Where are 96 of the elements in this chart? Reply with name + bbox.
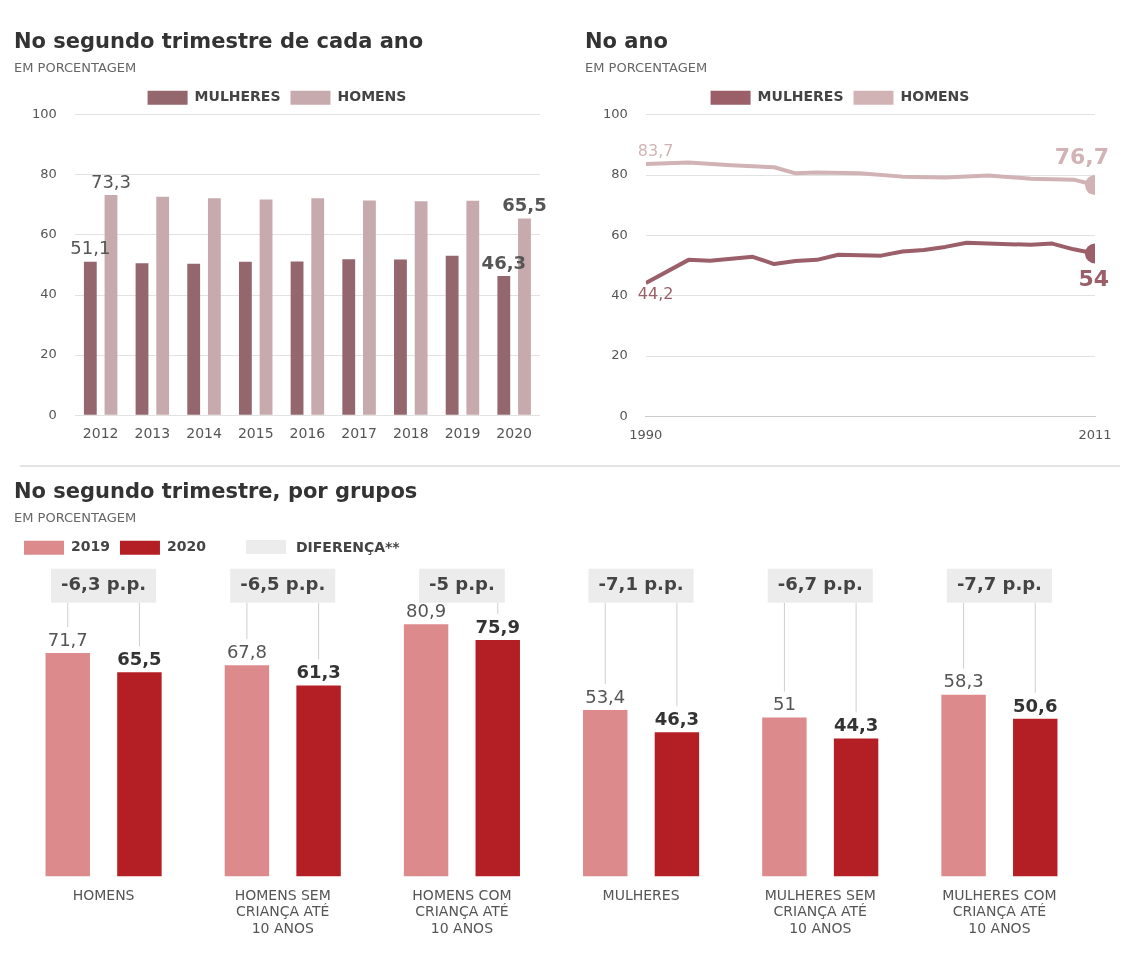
chart-subtitle: EM PORCENTAGEM — [14, 510, 137, 526]
legend-label: HOMENS — [337, 88, 407, 105]
y-tick-label: 20 — [40, 346, 57, 362]
data-label: 76,7 — [1054, 143, 1109, 169]
x-tick-label: 2011 — [1078, 426, 1112, 442]
text: DIFERENÇA** — [295, 538, 400, 555]
text: -6,5 p.p. — [240, 573, 326, 595]
bar — [1013, 718, 1058, 877]
text: -5 p.p. — [429, 573, 495, 595]
data-label: 53,4 — [585, 685, 626, 707]
bar — [311, 198, 325, 415]
bar — [187, 263, 201, 415]
chart-title: No segundo trimestre, por grupos — [14, 479, 418, 504]
chart-title: No ano — [585, 29, 668, 54]
legend-label: MULHERES — [194, 88, 281, 105]
x-tick-label: MULHERES — [602, 886, 680, 903]
bar — [445, 255, 459, 415]
bar — [290, 261, 304, 415]
y-tick-label: 40 — [611, 287, 628, 303]
data-label: 50,6 — [1013, 694, 1058, 716]
x-tick-label: HOMENS — [72, 886, 135, 903]
data-label: 65,5 — [117, 648, 162, 670]
bar — [583, 710, 628, 877]
x-tick-label: MULHERES SEM CRIANÇA ATÉ 10 ANOS — [764, 886, 876, 937]
data-label: 44,3 — [833, 714, 879, 736]
legend-label: MULHERES — [757, 88, 844, 105]
y-tick-label: 80 — [611, 166, 628, 182]
bar — [45, 653, 90, 877]
bar — [497, 276, 511, 415]
y-tick-label: 40 — [40, 286, 57, 302]
text: -6,3 p.p. — [61, 573, 147, 595]
x-tick-label: 2016 — [289, 425, 326, 442]
x-tick-label: 2015 — [237, 425, 274, 442]
bar — [156, 196, 170, 415]
y-tick-label: 0 — [619, 407, 628, 423]
text: -7,7 p.p. — [956, 573, 1042, 595]
x-tick-label: 2020 — [496, 425, 532, 442]
chart-subtitle: EM PORCENTAGEM — [14, 60, 137, 76]
bar — [414, 201, 428, 415]
bar — [394, 259, 407, 415]
bar — [207, 198, 221, 415]
data-label: 46,3 — [481, 251, 527, 273]
bar — [475, 639, 520, 877]
x-tick-label: HOMENS COM CRIANÇA ATÉ 10 ANOS — [412, 886, 512, 937]
y-tick-label: 60 — [611, 226, 628, 242]
y-tick-label: 60 — [40, 226, 57, 242]
bar — [83, 261, 97, 415]
data-label: 75,9 — [475, 615, 520, 637]
data-label: 51,1 — [70, 237, 111, 259]
chart-subtitle: EM PORCENTAGEM — [585, 60, 708, 76]
data-label: 73,3 — [90, 170, 132, 192]
chart-title: No segundo trimestre de cada ano — [14, 29, 424, 54]
bar — [342, 259, 356, 415]
y-tick-label: 80 — [40, 166, 57, 182]
y-tick-label: 0 — [48, 406, 57, 422]
data-label: 65,5 — [502, 194, 547, 216]
bar — [941, 694, 986, 877]
data-label: 58,3 — [943, 670, 984, 692]
legend-label: HOMENS — [900, 88, 970, 105]
x-tick-label: 2012 — [82, 425, 119, 442]
x-tick-label: 2017 — [341, 425, 377, 442]
text: -6,7 p.p. — [777, 573, 863, 595]
bar — [259, 199, 273, 415]
x-tick-label: 2014 — [186, 425, 222, 442]
x-tick-label: 1990 — [629, 426, 663, 442]
legend-label: 2020 — [166, 538, 207, 555]
x-tick-label: 2013 — [134, 425, 171, 442]
data-label: 61,3 — [296, 661, 341, 683]
y-tick-label: 100 — [602, 106, 628, 122]
data-label: 83,7 — [637, 141, 674, 161]
bar — [296, 685, 341, 877]
bar — [762, 717, 807, 877]
data-label: 71,7 — [47, 628, 88, 650]
x-tick-label: MULHERES COM CRIANÇA ATÉ 10 ANOS — [942, 886, 1057, 937]
bar — [238, 261, 252, 415]
bar — [654, 732, 700, 877]
bar — [363, 200, 376, 415]
text: -7,1 p.p. — [598, 573, 684, 595]
x-tick-label: 2018 — [392, 425, 429, 442]
data-label: 51 — [772, 693, 796, 715]
bar — [403, 624, 449, 877]
y-tick-label: 100 — [31, 106, 57, 122]
data-label: 80,9 — [406, 600, 447, 622]
data-label: 54 — [1078, 266, 1109, 292]
data-label: 46,3 — [654, 707, 700, 729]
legend-label: 2019 — [71, 538, 110, 555]
x-tick-label: HOMENS SEM CRIANÇA ATÉ 10 ANOS — [234, 886, 331, 937]
data-label: 67,8 — [226, 640, 267, 662]
bar — [135, 263, 149, 415]
bar — [117, 672, 162, 877]
bar — [224, 665, 270, 877]
y-tick-label: 20 — [611, 347, 628, 363]
x-tick-label: 2019 — [444, 425, 481, 442]
bar — [833, 738, 879, 877]
bar — [466, 200, 480, 415]
data-label: 44,2 — [637, 284, 674, 304]
